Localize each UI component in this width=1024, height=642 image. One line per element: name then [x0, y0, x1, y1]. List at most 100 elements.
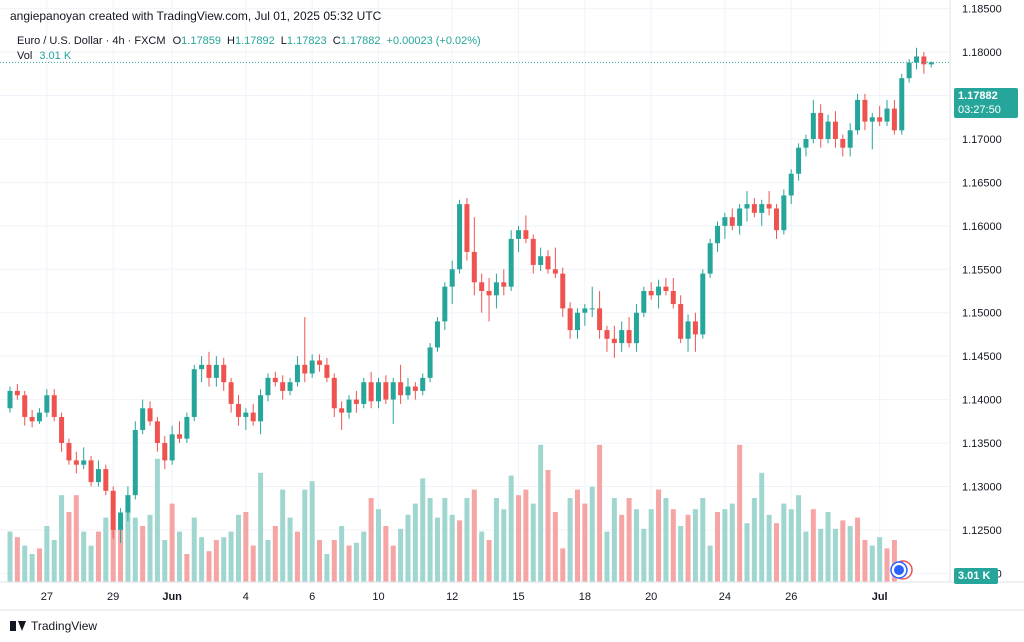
candle — [398, 364, 404, 404]
candle — [803, 134, 809, 157]
candle — [294, 356, 300, 387]
candle — [678, 295, 684, 344]
candle-body — [619, 330, 625, 344]
tradingview-brand: TradingView — [31, 619, 98, 633]
candle-body — [147, 408, 153, 422]
volume-bar — [744, 523, 750, 582]
candle — [383, 375, 389, 404]
candle — [656, 279, 662, 309]
candle — [847, 123, 853, 157]
candle — [361, 377, 367, 409]
volume-bar — [294, 531, 300, 582]
symbol-name[interactable]: Euro / U.S. Dollar · 4h · FXCM — [17, 35, 166, 47]
candle-body — [832, 121, 838, 139]
volume-bar — [376, 509, 381, 582]
candle — [162, 436, 168, 470]
volume-bar — [339, 526, 345, 582]
tradingview-logo[interactable]: TradingView — [10, 619, 97, 633]
candle-body — [213, 364, 219, 378]
candle — [250, 403, 256, 426]
candle-body — [567, 308, 573, 331]
candle — [147, 401, 153, 426]
candle-body — [884, 108, 890, 122]
volume-bar — [685, 514, 691, 582]
volume-bar — [154, 458, 160, 582]
candle-body — [486, 291, 492, 296]
volume-bar — [412, 503, 418, 582]
candle-body — [847, 130, 853, 148]
candle-body — [81, 460, 87, 465]
volume-bar — [250, 545, 256, 582]
volume-bar — [818, 528, 824, 582]
candle — [132, 421, 138, 500]
candle-body — [44, 395, 50, 413]
bar-countdown: 03:27:50 — [958, 104, 1001, 116]
candle-body — [29, 416, 35, 422]
volume-bar — [420, 478, 426, 582]
candle — [840, 134, 846, 157]
volume-bar — [766, 514, 772, 582]
volume-bar — [73, 495, 79, 582]
candle — [597, 291, 603, 339]
time-tick-label: 12 — [446, 591, 458, 603]
candle — [523, 215, 529, 244]
candle-body — [258, 395, 264, 422]
candle-body — [125, 495, 131, 513]
volume-bar — [464, 498, 470, 582]
candle-body — [361, 382, 367, 404]
candle — [530, 234, 536, 274]
volume-bar — [692, 509, 698, 582]
candle — [302, 317, 308, 383]
volume-bar — [825, 512, 831, 582]
candle — [95, 460, 101, 487]
legend-row: Euro / U.S. Dollar · 4h · FXCM O1.17859 … — [17, 35, 481, 47]
volume-bar — [280, 489, 286, 582]
candle-body — [670, 291, 676, 305]
candle-body — [383, 382, 389, 400]
volume-bar — [648, 509, 654, 582]
candle-body — [73, 460, 79, 465]
candle — [7, 386, 13, 413]
volume-bar — [626, 498, 632, 582]
candle-body — [346, 399, 352, 413]
volume-bar — [169, 503, 175, 582]
candle-body — [855, 99, 861, 131]
candle — [103, 464, 109, 496]
candle — [781, 189, 787, 235]
candle — [751, 198, 757, 218]
volume-bar — [353, 542, 359, 582]
volume-bar — [29, 554, 35, 582]
candle — [560, 267, 566, 318]
candle-body — [154, 421, 160, 444]
candle — [700, 269, 706, 339]
candle-body — [508, 238, 514, 287]
candle — [464, 198, 470, 261]
ohlc-close-value: 1.17882 — [340, 35, 381, 47]
scroll-to-realtime-icon[interactable] — [890, 560, 913, 580]
volume-bar — [213, 540, 219, 582]
volume-bar — [449, 514, 455, 582]
candle — [44, 389, 50, 417]
candle — [169, 425, 175, 465]
candle-body — [523, 230, 529, 239]
volume-bar — [272, 526, 278, 582]
candle — [692, 312, 698, 352]
ohlc-change: +0.00023 (+0.02%) — [386, 35, 481, 47]
candle — [390, 377, 396, 424]
candle-body — [309, 360, 315, 374]
candle-body — [737, 208, 743, 226]
candle-body — [36, 412, 42, 422]
time-tick-label: 20 — [645, 591, 657, 603]
candle-body — [589, 308, 595, 310]
volume-value: 3.01 K — [39, 50, 72, 62]
candle — [73, 451, 79, 474]
candle — [457, 199, 463, 274]
last-price-badge: 1.17882 03:27:50 — [954, 88, 1018, 118]
candle-body — [921, 56, 927, 65]
volume-bar — [405, 514, 411, 582]
price-tick-label: 1.13000 — [962, 481, 1002, 493]
candle-body — [7, 390, 13, 409]
volume-label[interactable]: Vol — [17, 50, 33, 62]
candle — [914, 47, 920, 70]
